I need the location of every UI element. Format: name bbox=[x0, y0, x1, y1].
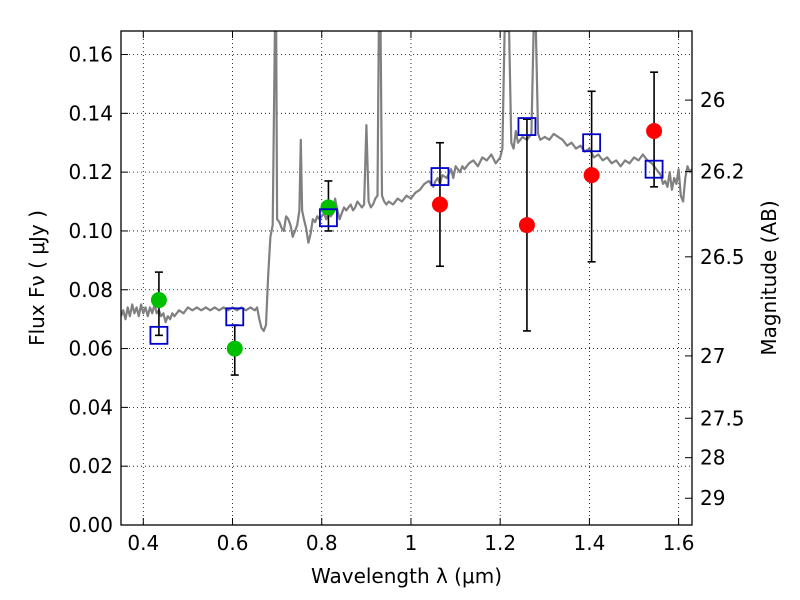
right-tick-label: 27 bbox=[700, 344, 725, 368]
x-axis-label: Wavelength λ (μm) bbox=[311, 564, 502, 588]
data-point bbox=[431, 196, 448, 213]
right-tick-label: 29 bbox=[700, 486, 725, 510]
right-tick-label: 27.5 bbox=[700, 406, 745, 430]
x-tick-label: 0.6 bbox=[217, 531, 249, 555]
y-tick-label: 0.06 bbox=[68, 337, 113, 361]
data-point bbox=[646, 122, 663, 139]
model-point bbox=[582, 133, 602, 153]
right-tick-label: 26 bbox=[700, 88, 725, 112]
ticks bbox=[121, 31, 692, 526]
y-tick-label: 0.12 bbox=[68, 160, 113, 184]
tick-labels: 0.4 0.6 0.8 1 1.2 1.4 1.6 0.00 0.02 0.04 0.06 0.08 0… bbox=[68, 43, 744, 555]
y-axis-label: Flux Fν ( μJy ) bbox=[25, 210, 49, 346]
model-point bbox=[149, 325, 169, 345]
x-tick-label: 1.2 bbox=[484, 531, 516, 555]
x-tick-label: 0.8 bbox=[306, 531, 338, 555]
data-point bbox=[518, 217, 535, 234]
model-point bbox=[644, 159, 664, 179]
y-tick-label: 0.04 bbox=[68, 395, 113, 419]
right-tick-label: 26.5 bbox=[700, 245, 745, 269]
data-point bbox=[226, 340, 243, 357]
plot-frame bbox=[120, 30, 693, 526]
y-tick-label: 0.02 bbox=[68, 454, 113, 478]
x-tick-label: 1 bbox=[405, 531, 418, 555]
data-point bbox=[150, 292, 167, 309]
model-point bbox=[319, 208, 338, 228]
y-tick-label: 0.16 bbox=[68, 43, 113, 67]
y-tick-label: 0.00 bbox=[68, 513, 113, 537]
x-tick-label: 0.4 bbox=[127, 531, 159, 555]
right-tick-label: 26.2 bbox=[700, 160, 745, 184]
data-point bbox=[583, 167, 600, 184]
model-point bbox=[517, 117, 537, 136]
right-tick-label: 28 bbox=[700, 446, 725, 470]
y-tick-label: 0.10 bbox=[68, 219, 113, 243]
data-point bbox=[320, 199, 337, 216]
y-axis-right-label: Magnitude (AB) bbox=[757, 200, 781, 355]
model-point bbox=[430, 167, 450, 186]
y-tick-label: 0.14 bbox=[68, 101, 113, 125]
x-tick-label: 1.6 bbox=[663, 531, 695, 555]
model-point bbox=[225, 307, 245, 327]
x-tick-label: 1.4 bbox=[573, 531, 605, 555]
y-tick-label: 0.08 bbox=[68, 278, 113, 302]
points-layer bbox=[149, 117, 664, 357]
